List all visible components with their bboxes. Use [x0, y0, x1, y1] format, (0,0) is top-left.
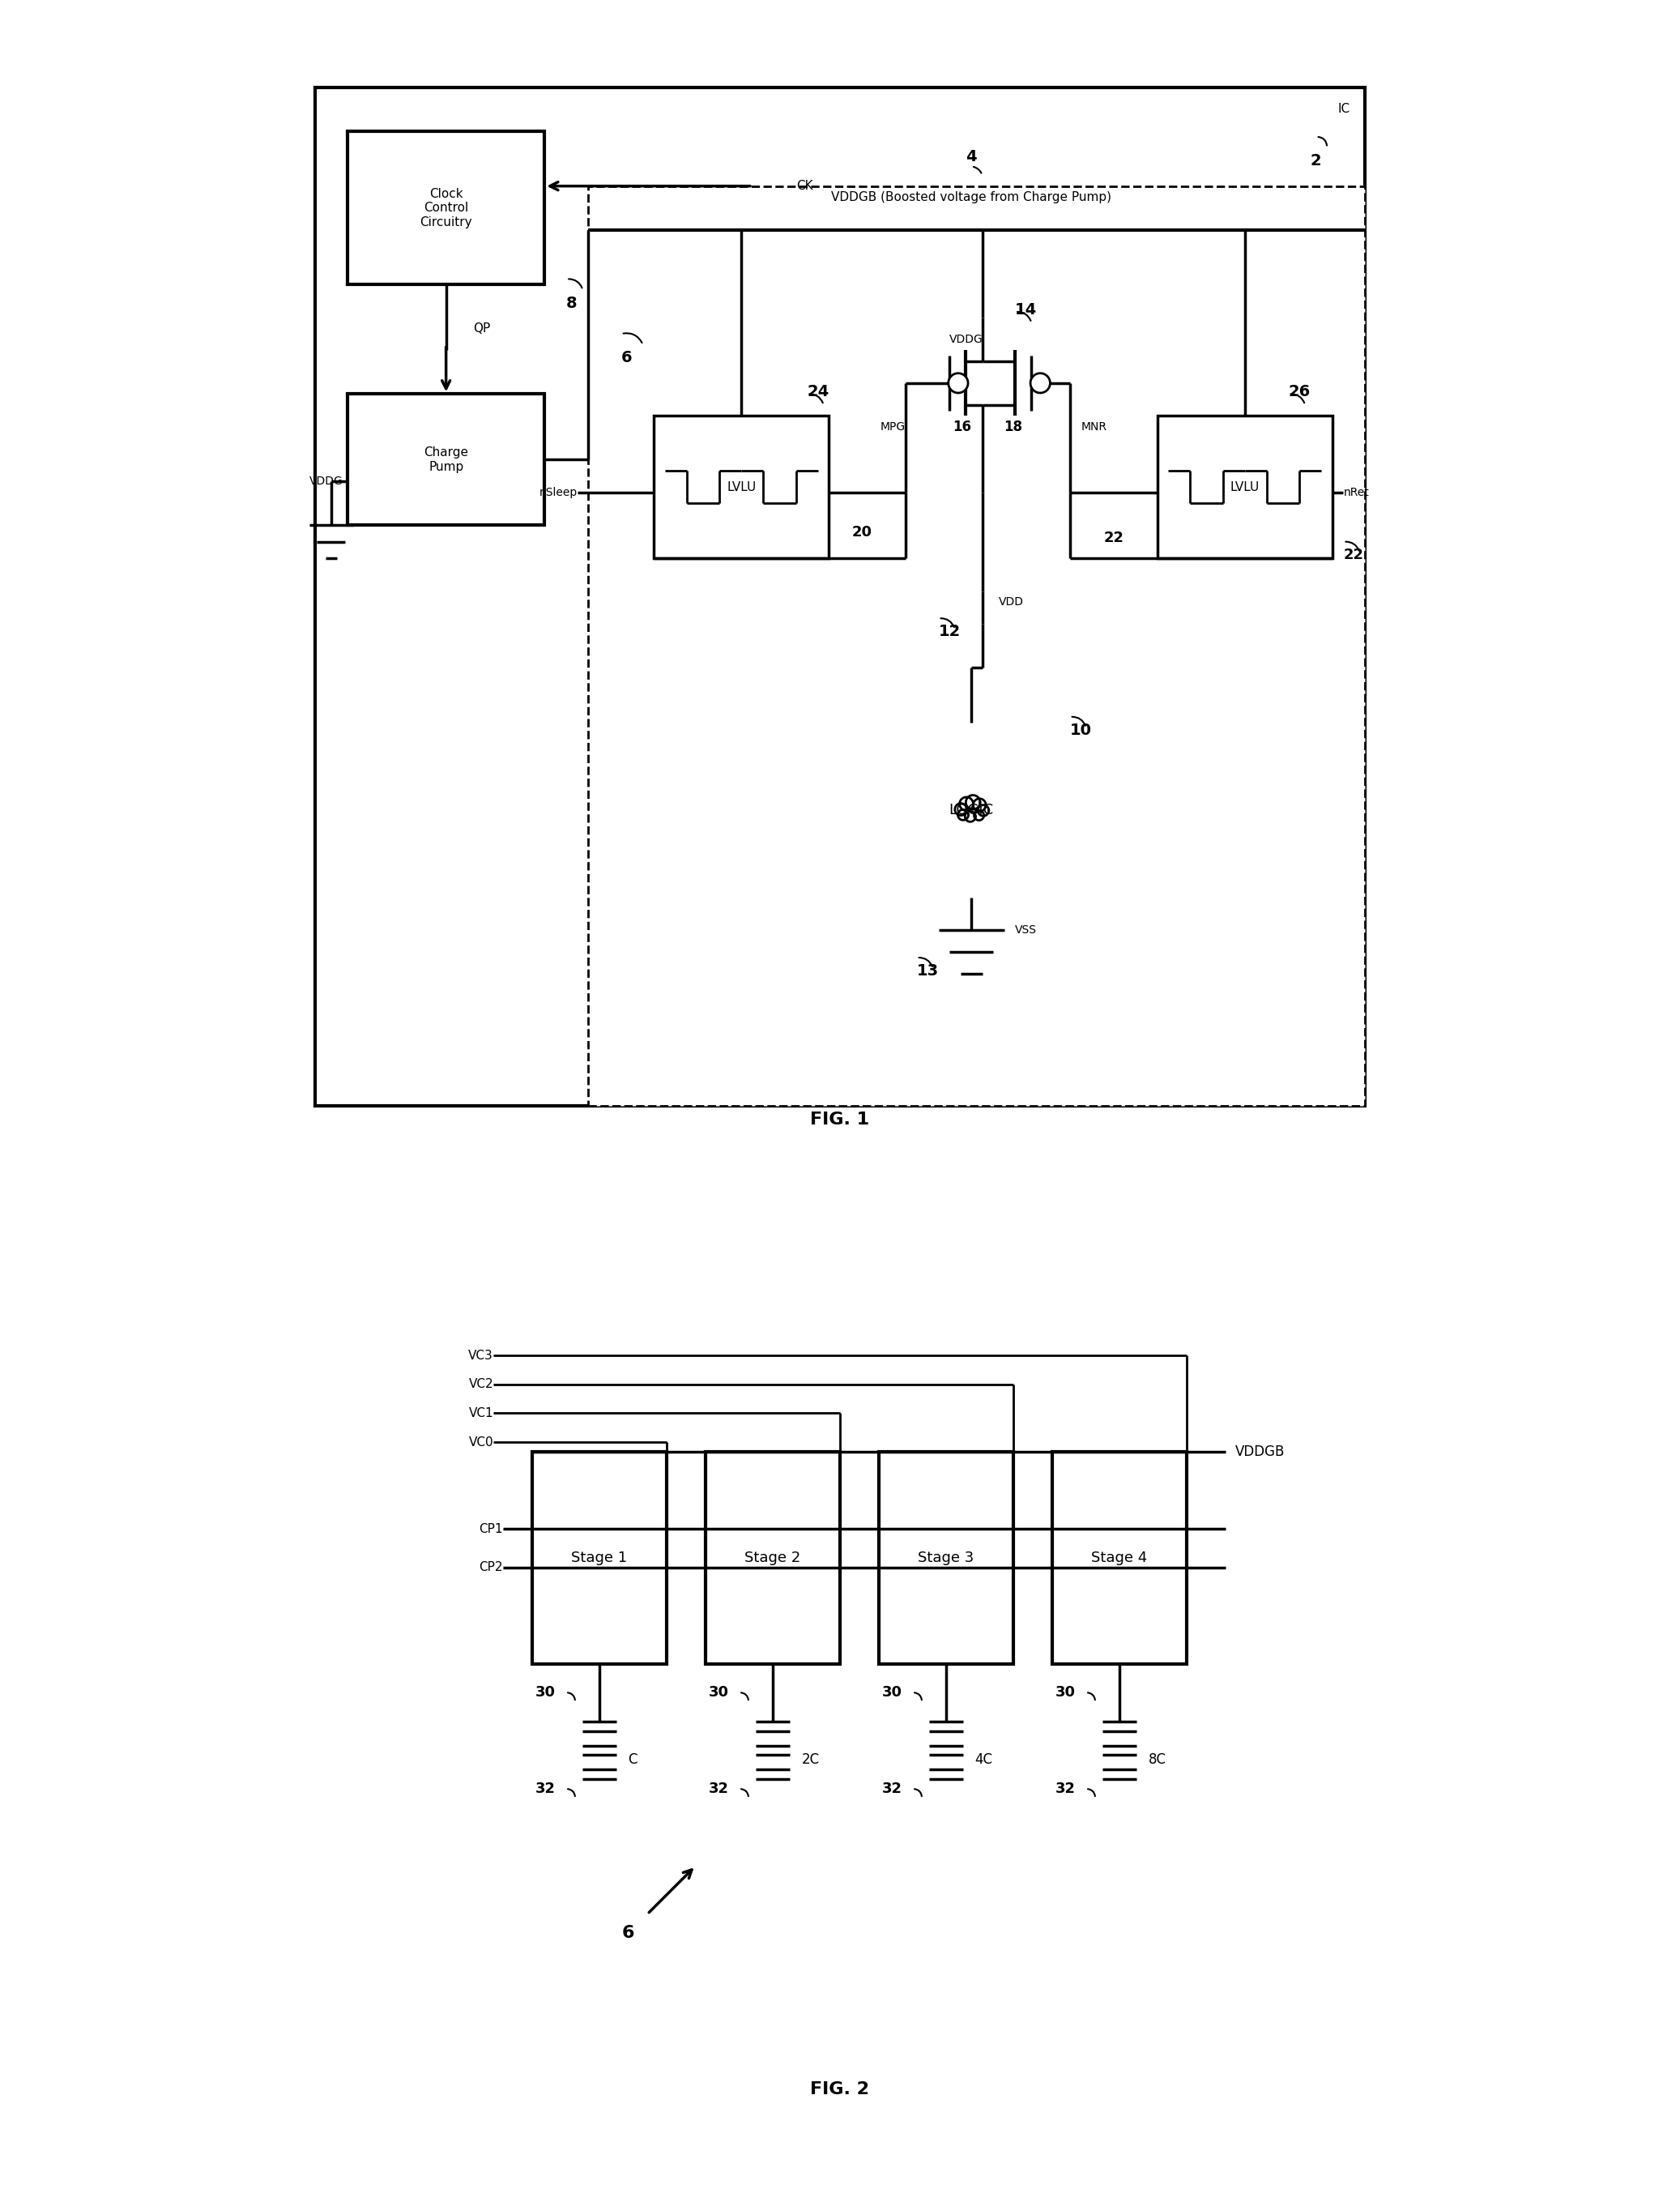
Text: Stage 4: Stage 4: [1092, 1550, 1147, 1565]
Text: LOGIC: LOGIC: [949, 803, 993, 816]
Text: VC0: VC0: [469, 1436, 494, 1449]
Text: IC: IC: [1337, 103, 1351, 116]
Text: 6: 6: [622, 350, 632, 366]
Text: 32: 32: [1055, 1782, 1075, 1797]
Text: VC1: VC1: [469, 1408, 494, 1418]
Text: nRet: nRet: [1344, 486, 1369, 499]
Text: 30: 30: [709, 1686, 729, 1701]
Text: FIG. 1: FIG. 1: [810, 1112, 870, 1127]
Text: Charge
Pump: Charge Pump: [423, 447, 469, 473]
Text: CK: CK: [796, 179, 813, 193]
Text: 4C: 4C: [974, 1753, 993, 1767]
Text: VDDGB (Boosted voltage from Charge Pump): VDDGB (Boosted voltage from Charge Pump): [832, 190, 1112, 204]
Polygon shape: [964, 812, 976, 821]
Text: 26: 26: [1289, 383, 1310, 398]
Polygon shape: [973, 799, 986, 812]
Text: 18: 18: [1005, 420, 1023, 433]
Text: 30: 30: [536, 1686, 556, 1701]
Text: FIG. 2: FIG. 2: [810, 2082, 870, 2097]
Bar: [654, 416, 828, 558]
Bar: [348, 394, 544, 525]
Bar: [348, 131, 544, 285]
Text: Clock
Control
Circuitry: Clock Control Circuitry: [420, 188, 472, 228]
Text: LVLU: LVLU: [1230, 482, 1260, 493]
Text: 12: 12: [939, 624, 961, 639]
Text: LVLU: LVLU: [727, 482, 756, 493]
Text: 8: 8: [566, 296, 578, 311]
Text: 32: 32: [709, 1782, 729, 1797]
Polygon shape: [966, 795, 979, 810]
Text: VDDG: VDDG: [949, 333, 983, 346]
Bar: [879, 1451, 1013, 1664]
Circle shape: [1030, 372, 1050, 394]
Polygon shape: [978, 806, 990, 816]
Text: 4: 4: [966, 149, 976, 164]
Text: CP2: CP2: [479, 1561, 502, 1574]
Bar: [706, 1451, 840, 1664]
Polygon shape: [954, 803, 968, 814]
Text: MPG: MPG: [880, 420, 906, 433]
Text: C: C: [628, 1753, 637, 1767]
Bar: [533, 1451, 667, 1664]
Polygon shape: [958, 810, 968, 821]
Text: 10: 10: [1070, 722, 1092, 738]
Text: 13: 13: [917, 963, 939, 978]
Text: QP: QP: [474, 322, 491, 335]
Text: 2C: 2C: [801, 1753, 820, 1767]
Text: VC3: VC3: [469, 1348, 494, 1362]
Polygon shape: [959, 797, 973, 810]
Text: 20: 20: [852, 525, 872, 541]
Text: VDDG: VDDG: [309, 475, 343, 488]
Text: 16: 16: [953, 420, 971, 433]
Text: CP1: CP1: [479, 1524, 502, 1534]
Text: VDDGB: VDDGB: [1235, 1445, 1285, 1460]
Circle shape: [948, 372, 968, 394]
Text: 32: 32: [536, 1782, 556, 1797]
Text: 14: 14: [1015, 302, 1037, 317]
Text: 8C: 8C: [1147, 1753, 1166, 1767]
Text: Stage 1: Stage 1: [571, 1550, 627, 1565]
Bar: [1052, 1451, 1186, 1664]
Text: 22: 22: [1344, 547, 1364, 563]
Text: 22: 22: [1104, 532, 1124, 545]
Text: VDD: VDD: [998, 595, 1023, 609]
Text: MNR: MNR: [1080, 420, 1107, 433]
Text: VSS: VSS: [1015, 924, 1037, 937]
Text: 6: 6: [622, 1924, 635, 1942]
Text: VC2: VC2: [469, 1379, 494, 1390]
Text: Stage 2: Stage 2: [744, 1550, 801, 1565]
Text: 30: 30: [1055, 1686, 1075, 1701]
Text: 24: 24: [806, 383, 830, 398]
Polygon shape: [974, 810, 984, 821]
Text: 2: 2: [1310, 153, 1322, 169]
Text: nSleep: nSleep: [539, 486, 578, 499]
Text: 32: 32: [882, 1782, 902, 1797]
Bar: [1158, 416, 1332, 558]
Text: 30: 30: [882, 1686, 902, 1701]
Text: Stage 3: Stage 3: [917, 1550, 974, 1565]
Bar: [588, 186, 1366, 1105]
